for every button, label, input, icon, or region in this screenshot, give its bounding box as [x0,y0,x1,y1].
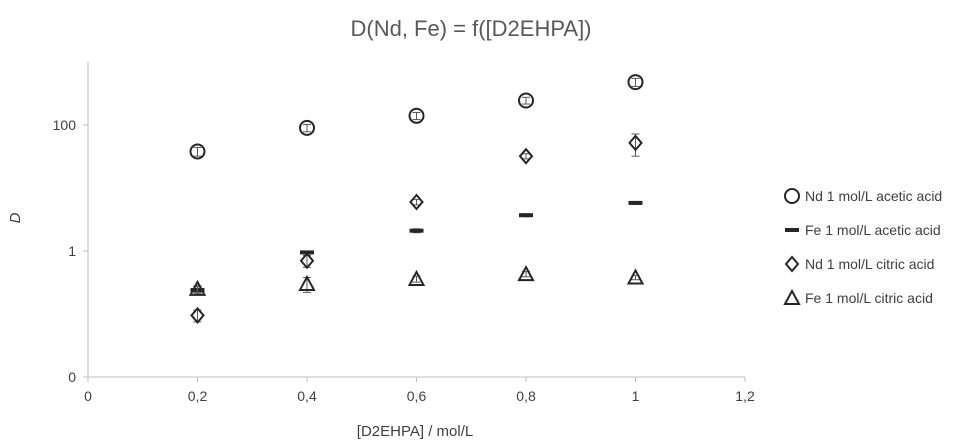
data-point [628,200,643,205]
legend-marker [783,288,801,305]
y-tick-label: 100 [53,117,77,133]
chart-title: D(Nd, Fe) = f([D2EHPA]) [350,16,591,41]
x-tick-label: 0 [84,388,92,404]
data-point [409,228,424,233]
x-tick-label: 1 [632,388,640,404]
legend-item: Fe 1 mol/L citric acid [783,288,933,306]
data-point [518,92,534,109]
data-point [408,107,425,124]
legend-label: Nd 1 mol/L acetic acid [805,188,942,204]
data-point [517,264,535,282]
legend-item: Nd 1 mol/L citric acid [784,255,934,273]
x-tick-label: 1,2 [735,388,755,404]
data-point [407,269,426,286]
legend-marker [785,228,799,232]
legend-label: Fe 1 mol/L acetic acid [805,222,941,238]
data-point [628,134,643,152]
series-4 [188,264,645,296]
x-tick-label: 0,8 [516,388,536,404]
x-tick-label: 0,4 [297,388,317,404]
series-1 [189,74,644,160]
data-point [409,193,424,211]
data-point [190,306,205,324]
data-point [298,274,316,291]
legend-marker [784,255,800,273]
data-point [519,213,533,218]
data-point [299,252,315,270]
plot-area [188,74,645,324]
legend-label: Nd 1 mol/L citric acid [805,256,934,272]
data-point [188,279,207,296]
data-point [299,119,315,136]
data-point [189,143,206,160]
y-tick-label: 0 [68,369,76,385]
legend: Nd 1 mol/L acetic acid Fe 1 mol/L acetic … [783,188,942,306]
axes: 0 0,2 0,4 0,6 0,8 1 1,2 0 1 100 [53,62,755,404]
legend-item: Nd 1 mol/L acetic acid [784,188,942,204]
x-axis-title: [D2EHPA] / mol/L [357,423,473,440]
data-point [626,268,645,285]
y-tick-label: 1 [68,243,76,259]
data-point [518,147,534,165]
x-tick-label: 0,6 [407,388,427,404]
y-axis-title: D [7,212,24,223]
legend-item: Fe 1 mol/L acetic acid [785,222,941,238]
data-point [627,74,644,91]
legend-marker [784,188,800,204]
legend-label: Fe 1 mol/L citric acid [805,290,933,306]
x-tick-label: 0,2 [188,388,208,404]
series-3 [190,133,643,324]
